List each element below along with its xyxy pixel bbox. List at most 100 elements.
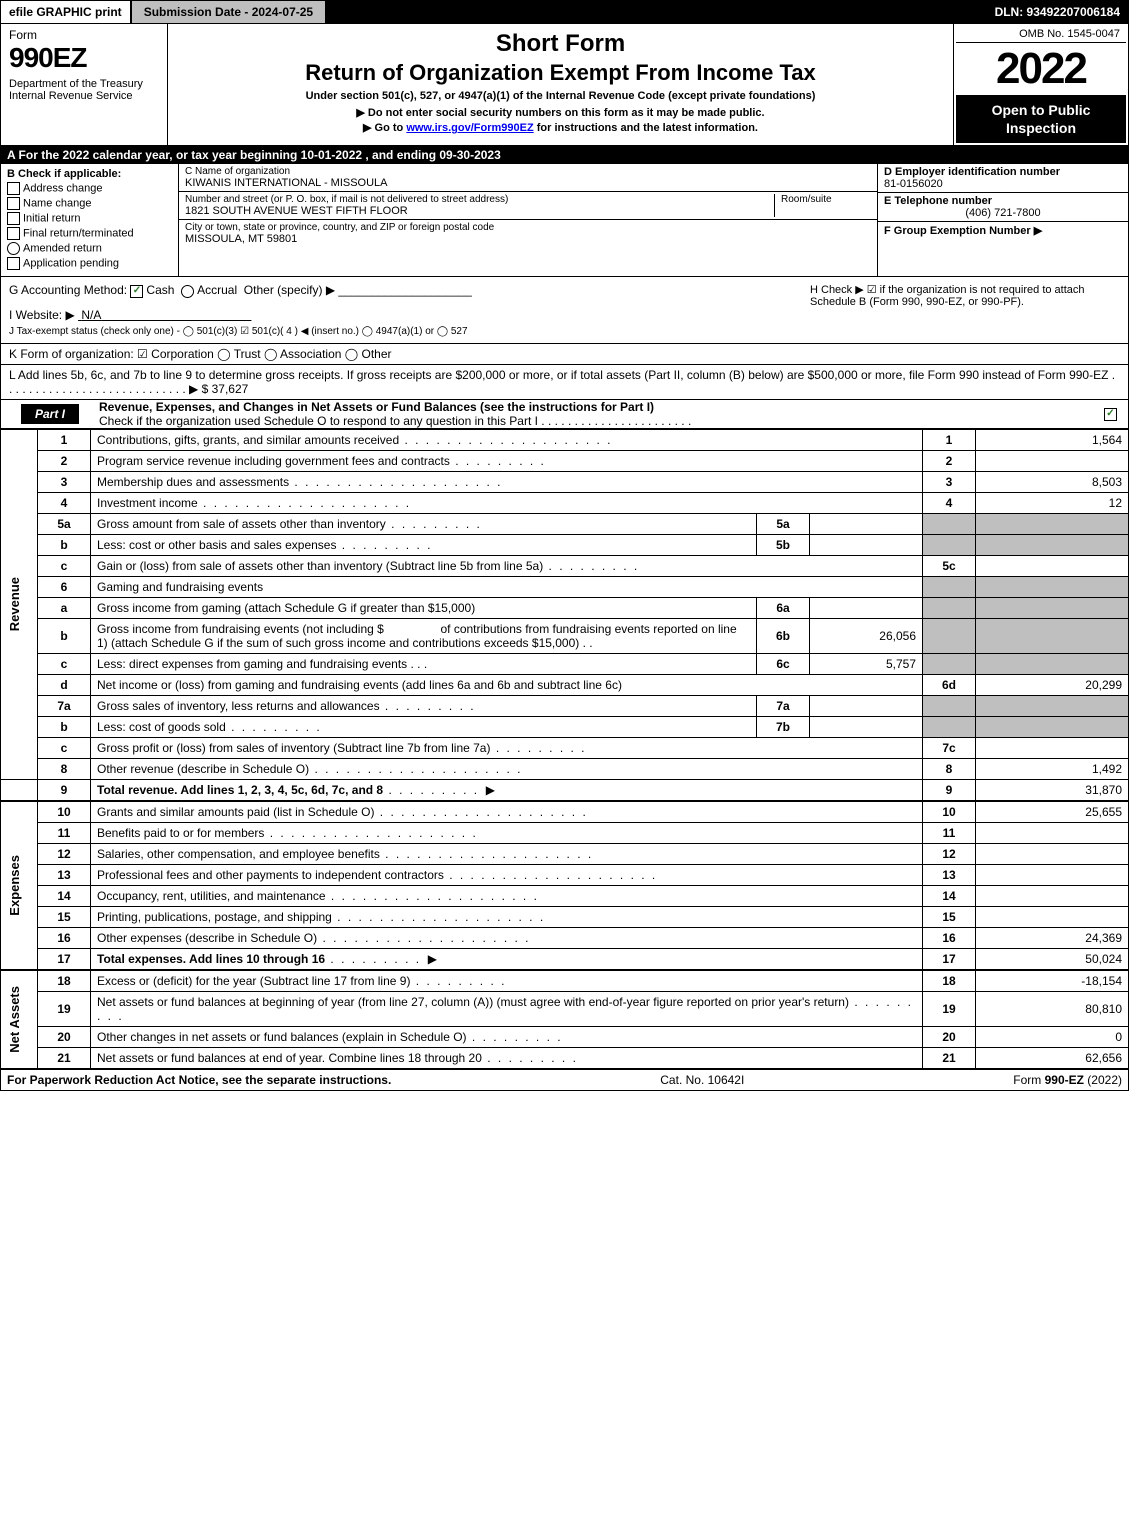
line-6c: c Less: direct expenses from gaming and … <box>1 653 1128 674</box>
top-bar-left: efile GRAPHIC print Submission Date - 20… <box>1 1 327 23</box>
org-name-box: C Name of organization KIWANIS INTERNATI… <box>179 164 877 192</box>
line-5c: c Gain or (loss) from sale of assets oth… <box>1 555 1128 576</box>
chk-final-return[interactable]: Final return/terminated <box>7 227 172 240</box>
group-exemption-box: F Group Exemption Number ▶ <box>878 222 1128 239</box>
form-label: Form <box>9 28 159 42</box>
section-l-text: L Add lines 5b, 6c, and 7b to line 9 to … <box>9 368 1115 396</box>
line-10: Expenses 10 Grants and similar amounts p… <box>1 801 1128 823</box>
section-b: B Check if applicable: Address change Na… <box>1 164 179 276</box>
line-13: 13 Professional fees and other payments … <box>1 864 1128 885</box>
note2-post: for instructions and the latest informat… <box>534 122 758 134</box>
org-addr-label: Number and street (or P. O. box, if mail… <box>185 194 768 205</box>
section-c: C Name of organization KIWANIS INTERNATI… <box>179 164 878 276</box>
part1-tab: Part I <box>21 404 79 424</box>
g-label: G Accounting Method: <box>9 283 127 297</box>
expenses-label: Expenses <box>7 855 22 916</box>
line-15: 15 Printing, publications, postage, and … <box>1 906 1128 927</box>
efile-print[interactable]: efile GRAPHIC print <box>1 1 130 23</box>
ein-value: 81-0156020 <box>884 178 1122 190</box>
line-16: 16 Other expenses (describe in Schedule … <box>1 927 1128 948</box>
form-header: Form 990EZ Department of the Treasury In… <box>1 24 1128 146</box>
form-number: 990EZ <box>9 42 159 74</box>
section-a: A For the 2022 calendar year, or tax yea… <box>1 146 1128 164</box>
section-d: D Employer identification number 81-0156… <box>878 164 1128 276</box>
line-4: 4 Investment income 4 12 <box>1 492 1128 513</box>
form-title-2: Return of Organization Exempt From Incom… <box>176 60 945 86</box>
sections-gi: G Accounting Method: Cash Accrual Other … <box>1 277 802 342</box>
top-bar: efile GRAPHIC print Submission Date - 20… <box>1 1 1128 24</box>
form-subtitle: Under section 501(c), 527, or 4947(a)(1)… <box>176 90 945 102</box>
chk-address-change[interactable]: Address change <box>7 182 172 195</box>
footer-right: Form 990-EZ (2022) <box>1013 1073 1122 1087</box>
page-footer: For Paperwork Reduction Act Notice, see … <box>1 1069 1128 1090</box>
line-14: 14 Occupancy, rent, utilities, and maint… <box>1 885 1128 906</box>
org-address-box: Number and street (or P. O. box, if mail… <box>179 192 877 220</box>
org-city-label: City or town, state or province, country… <box>185 222 871 233</box>
ein-box: D Employer identification number 81-0156… <box>878 164 1128 193</box>
website-value: N/A <box>78 308 251 322</box>
sections-bcd: B Check if applicable: Address change Na… <box>1 164 1128 277</box>
line-19: 19 Net assets or fund balances at beginn… <box>1 991 1128 1026</box>
dln: DLN: 93492207006184 <box>987 1 1128 23</box>
line-7b: b Less: cost of goods sold 7b <box>1 716 1128 737</box>
part1-check-line: Check if the organization used Schedule … <box>89 414 691 428</box>
footer-left: For Paperwork Reduction Act Notice, see … <box>7 1073 391 1087</box>
line-6: 6 Gaming and fundraising events <box>1 576 1128 597</box>
group-exemption-label: F Group Exemption Number ▶ <box>884 225 1042 237</box>
org-city-value: MISSOULA, MT 59801 <box>185 233 871 245</box>
header-note-1: ▶ Do not enter social security numbers o… <box>176 106 945 119</box>
section-h: H Check ▶ ☑ if the organization is not r… <box>802 277 1128 342</box>
tel-label: E Telephone number <box>884 195 1122 207</box>
section-g: G Accounting Method: Cash Accrual Other … <box>9 283 794 297</box>
form-990ez-page: efile GRAPHIC print Submission Date - 20… <box>0 0 1129 1091</box>
i-label: I Website: ▶ <box>9 308 75 322</box>
line-6d: d Net income or (loss) from gaming and f… <box>1 674 1128 695</box>
header-right: OMB No. 1545-0047 2022 Open to Public In… <box>954 24 1128 145</box>
line-3: 3 Membership dues and assessments 3 8,50… <box>1 471 1128 492</box>
line-2: 2 Program service revenue including gove… <box>1 450 1128 471</box>
chk-accrual[interactable] <box>181 285 194 298</box>
header-note-2: ▶ Go to www.irs.gov/Form990EZ for instru… <box>176 121 945 134</box>
chk-name-change[interactable]: Name change <box>7 197 172 210</box>
org-addr-value: 1821 SOUTH AVENUE WEST FIFTH FLOOR <box>185 205 768 217</box>
irs-link[interactable]: www.irs.gov/Form990EZ <box>406 122 533 134</box>
line-5b: b Less: cost or other basis and sales ex… <box>1 534 1128 555</box>
note2-pre: ▶ Go to <box>363 122 406 134</box>
chk-schedule-o[interactable] <box>1104 408 1117 421</box>
org-city-box: City or town, state or province, country… <box>179 220 877 247</box>
header-center: Short Form Return of Organization Exempt… <box>168 24 954 145</box>
tax-year: 2022 <box>956 43 1126 95</box>
line-21: 21 Net assets or fund balances at end of… <box>1 1047 1128 1068</box>
sections-gh: G Accounting Method: Cash Accrual Other … <box>1 277 1128 343</box>
tel-box: E Telephone number (406) 721-7800 <box>878 193 1128 222</box>
revenue-label: Revenue <box>7 577 22 631</box>
section-l: L Add lines 5b, 6c, and 7b to line 9 to … <box>1 365 1128 399</box>
section-l-value: 37,627 <box>212 382 249 396</box>
header-left: Form 990EZ Department of the Treasury In… <box>1 24 168 145</box>
chk-cash[interactable] <box>130 285 143 298</box>
line-8: 8 Other revenue (describe in Schedule O)… <box>1 758 1128 779</box>
line-1: Revenue 1 Contributions, gifts, grants, … <box>1 429 1128 450</box>
part1-table: Revenue 1 Contributions, gifts, grants, … <box>1 429 1128 1069</box>
line-6b: b Gross income from fundraising events (… <box>1 618 1128 653</box>
line-20: 20 Other changes in net assets or fund b… <box>1 1026 1128 1047</box>
part1-header: Part I Revenue, Expenses, and Changes in… <box>1 399 1128 429</box>
section-b-header: B Check if applicable: <box>7 168 172 180</box>
dept-label: Department of the Treasury Internal Reve… <box>9 78 159 102</box>
section-k: K Form of organization: ☑ Corporation ◯ … <box>1 344 1128 365</box>
footer-center: Cat. No. 10642I <box>660 1073 744 1087</box>
g-other: Other (specify) ▶ <box>244 283 335 297</box>
line-7c: c Gross profit or (loss) from sales of i… <box>1 737 1128 758</box>
section-i: I Website: ▶ N/A <box>9 308 794 322</box>
part1-title: Revenue, Expenses, and Changes in Net As… <box>89 400 654 414</box>
line-5a: 5a Gross amount from sale of assets othe… <box>1 513 1128 534</box>
line-6a: a Gross income from gaming (attach Sched… <box>1 597 1128 618</box>
tel-value: (406) 721-7800 <box>884 207 1122 219</box>
line-7a: 7a Gross sales of inventory, less return… <box>1 695 1128 716</box>
chk-application-pending[interactable]: Application pending <box>7 257 172 270</box>
form-title-1: Short Form <box>176 30 945 58</box>
chk-amended-return[interactable]: Amended return <box>7 242 172 255</box>
submission-date: Submission Date - 2024-07-25 <box>130 1 327 23</box>
chk-initial-return[interactable]: Initial return <box>7 212 172 225</box>
org-name-value: KIWANIS INTERNATIONAL - MISSOULA <box>185 177 871 189</box>
